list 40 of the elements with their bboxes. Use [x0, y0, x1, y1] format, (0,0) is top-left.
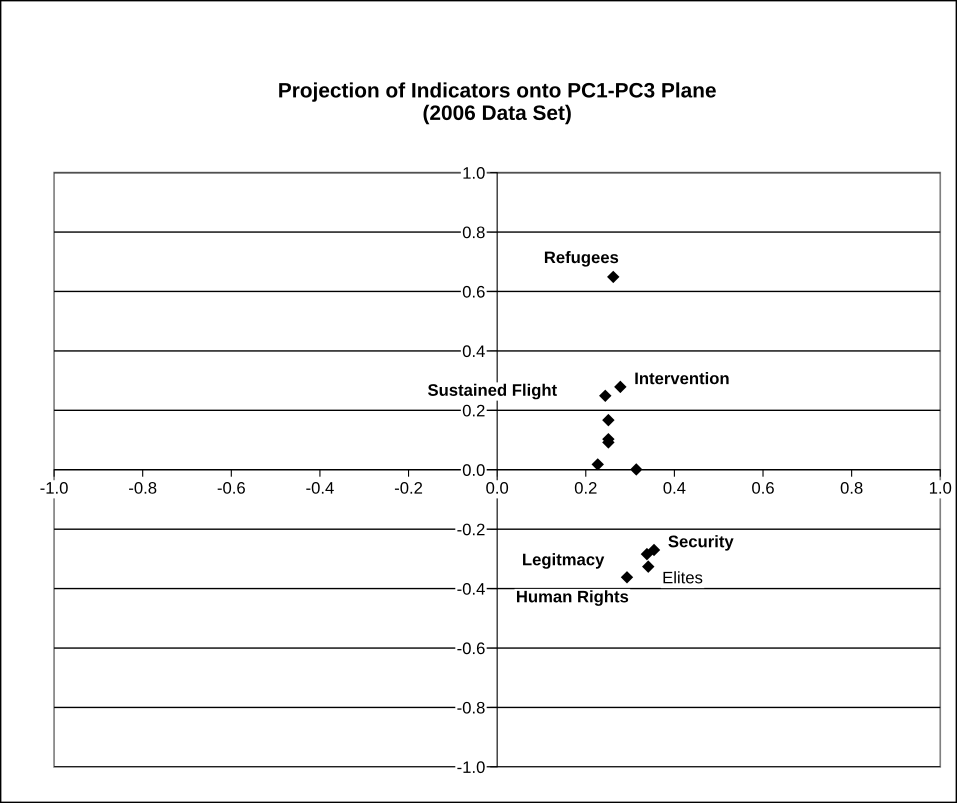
point: [640, 548, 654, 560]
y-tick-label: -1.0: [457, 761, 485, 774]
y-tick-label: -0.8: [457, 702, 485, 714]
annotation: Elites: [664, 571, 702, 584]
point: [614, 380, 627, 394]
x-tick-label: 0.6: [752, 482, 774, 494]
annotation: Intervention: [635, 372, 729, 384]
x-tick-label: 0.4: [663, 482, 686, 494]
x-tick-label: -0.6: [218, 482, 245, 494]
point: [607, 270, 620, 284]
x-tick-label: -0.2: [394, 482, 422, 494]
point: [602, 414, 615, 426]
annotation: Human Rights: [516, 590, 628, 606]
point: [648, 544, 660, 556]
point: [599, 390, 612, 402]
x-tick-label: 0.2: [574, 482, 597, 494]
x-tick-label: 0.0: [486, 482, 508, 494]
y-tick-label: -0.6: [457, 642, 485, 654]
x-tick-label: 0.8: [840, 482, 862, 494]
annotation: Security: [668, 535, 734, 551]
y-tick-label: -0.4: [457, 583, 485, 595]
x-tick-label: 1.0: [930, 482, 952, 494]
annotation: Sustained Flight: [428, 384, 557, 400]
point: [592, 458, 604, 471]
annotation: Legitmacy: [523, 553, 604, 569]
y-tick-label: 0.8: [462, 226, 485, 238]
y-tick-label: 1.0: [463, 167, 485, 179]
y-tick-label: -0.2: [457, 524, 485, 536]
x-tick-label: -0.8: [129, 482, 156, 494]
point: [642, 560, 654, 573]
x-tick-label: -1.0: [40, 482, 68, 494]
y-tick-label: 0.4: [462, 345, 485, 358]
y-tick-label: 0.2: [462, 404, 485, 417]
point: [620, 571, 634, 584]
chart-title: Projection of Indicators onto PC1-PC3 Plane (2006 Data Set): [279, 82, 716, 124]
point: [630, 463, 643, 476]
y-tick-label: 0.0: [462, 464, 485, 476]
x-tick-label: -0.4: [306, 482, 334, 494]
annotation: Refugees: [544, 250, 618, 267]
y-tick-label: 0.6: [462, 286, 485, 298]
